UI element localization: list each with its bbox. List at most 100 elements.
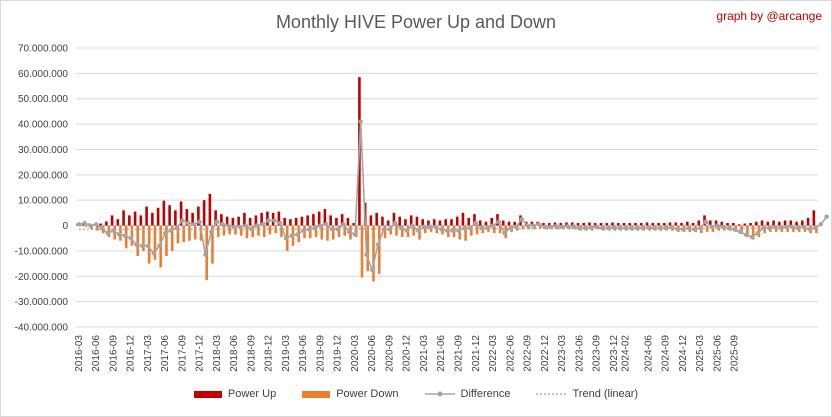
bar-power-up [105, 221, 108, 226]
x-tick-label: 2020-12 [402, 335, 413, 372]
bar-power-up [501, 220, 505, 226]
bar-power-down [377, 225, 381, 274]
difference-point [548, 224, 553, 230]
bar-power-up [82, 224, 85, 226]
x-tick-label: 2018-03 [212, 335, 223, 372]
chart-legend: Power Up Power Down Difference Trend (li… [0, 388, 832, 400]
x-tick-label: 2022-06 [505, 335, 516, 372]
bar-power-down [170, 225, 174, 251]
x-tick-label: 2020-03 [350, 335, 361, 372]
bar-power-up [691, 223, 695, 226]
bar-power-down [711, 225, 715, 232]
bar-power-up [191, 212, 194, 226]
bar-power-down [222, 225, 226, 236]
difference-point [145, 243, 151, 249]
x-tick-label: 2024-12 [678, 335, 689, 372]
difference-point [387, 227, 392, 232]
difference-line [78, 121, 828, 273]
x-tick-label: 2018-09 [246, 335, 257, 372]
x-tick-label: 2023-03 [557, 335, 568, 372]
bar-power-down [257, 225, 260, 236]
difference-point [260, 222, 266, 227]
bar-power-up [300, 216, 304, 226]
difference-point [306, 227, 312, 232]
difference-point [508, 225, 513, 231]
difference-point [536, 222, 542, 227]
difference-point [709, 224, 714, 230]
difference-point [462, 225, 467, 231]
bar-power-up [588, 222, 591, 226]
x-tick-label: 2017-09 [177, 335, 188, 372]
bar-power-up [645, 222, 649, 226]
bar-power-up [634, 223, 637, 226]
bar-power-up [490, 217, 494, 226]
bar-power-down [165, 225, 168, 256]
bar-power-up [639, 223, 643, 226]
legend-swatch-difference [424, 391, 455, 397]
difference-point [231, 224, 237, 230]
difference-point [634, 225, 640, 231]
difference-point [226, 223, 231, 228]
bar-power-down [245, 225, 249, 239]
bar-power-down [107, 225, 111, 237]
x-tick-label: 2025-06 [712, 335, 723, 372]
bar-power-down [458, 225, 462, 240]
bar-power-up [335, 217, 338, 226]
difference-point [473, 220, 478, 226]
x-tick-label: 2024-09 [661, 335, 672, 372]
bar-power-up [133, 211, 137, 226]
bar-power-up [151, 212, 154, 226]
bar-power-up [375, 212, 378, 226]
bar-power-up [340, 214, 344, 226]
bar-power-up [593, 223, 597, 226]
bar-power-down [400, 225, 404, 237]
bar-power-up [685, 221, 689, 226]
bar-power-up [237, 216, 240, 226]
legend-swatch-trend [536, 393, 567, 395]
x-tick-label: 2021-12 [471, 335, 482, 372]
bar-power-up [760, 220, 764, 226]
difference-point [318, 223, 323, 228]
difference-point [277, 220, 283, 226]
bar-power-down [354, 225, 358, 237]
bar-power-up [116, 219, 120, 226]
bar-power-down [383, 225, 387, 239]
difference-point [674, 226, 680, 232]
chart-credit: graph by @arcange [716, 9, 822, 23]
difference-point [680, 227, 686, 232]
bar-power-up [294, 217, 298, 226]
bar-power-down [717, 225, 720, 231]
bar-power-up [208, 193, 212, 226]
bar-power-up [260, 212, 263, 226]
difference-point [490, 223, 496, 228]
difference-point [352, 232, 358, 237]
bar-power-up [139, 215, 143, 226]
difference-point [513, 224, 519, 230]
bar-power-up [772, 220, 775, 226]
bar-power-up [582, 223, 586, 226]
x-tick-label: 2025-03 [695, 335, 706, 372]
difference-point [542, 224, 547, 230]
difference-point [559, 224, 565, 230]
difference-point [640, 225, 645, 231]
bar-power-down [395, 225, 398, 236]
difference-point [393, 220, 398, 226]
difference-point [577, 225, 582, 231]
x-tick-label: 2023-09 [592, 335, 603, 372]
difference-point [174, 225, 179, 231]
difference-point [111, 228, 116, 233]
x-tick-label: 2019-06 [298, 335, 309, 372]
bar-power-up [381, 216, 384, 226]
bar-power-up [438, 220, 442, 226]
bar-power-up [473, 214, 476, 226]
bar-power-up [231, 217, 235, 226]
bar-power-down [423, 225, 427, 234]
difference-point [254, 223, 260, 228]
bar-power-up [346, 217, 350, 226]
difference-point [772, 224, 778, 230]
bar-power-up [749, 223, 752, 226]
bar-power-down [205, 225, 209, 281]
difference-point [531, 223, 536, 228]
bar-power-down [153, 225, 157, 260]
